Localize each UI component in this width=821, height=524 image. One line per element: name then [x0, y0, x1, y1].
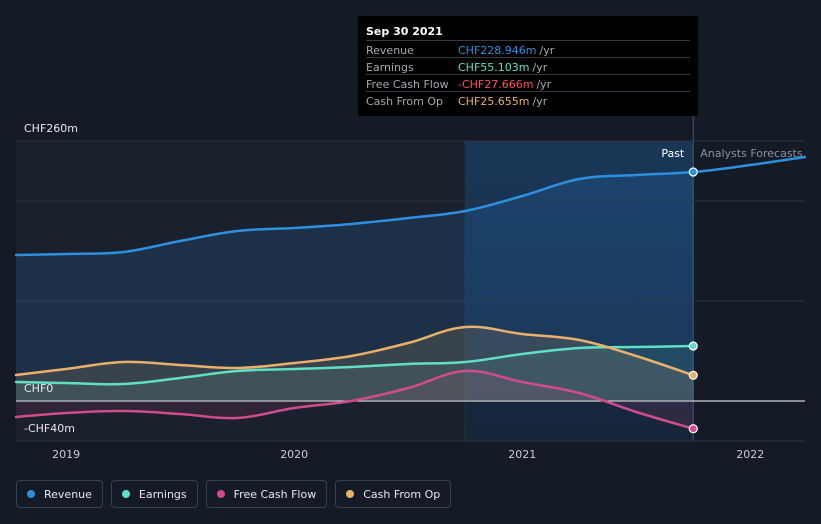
highlight-region	[465, 141, 694, 441]
x-tick-label: 2021	[508, 448, 536, 461]
tooltip-value: CHF25.655m/yr	[458, 95, 548, 108]
legend-item-cash-from-op[interactable]: Cash From Op	[335, 480, 452, 508]
series-line-earnings	[14, 344, 695, 386]
y-tick-label: -CHF40m	[24, 422, 75, 435]
tooltip-label: Revenue	[366, 44, 414, 57]
legend-label: Free Cash Flow	[233, 487, 317, 501]
legend-dot-icon	[121, 490, 130, 498]
legend-label: Revenue	[44, 487, 92, 501]
series-area-earnings	[16, 346, 694, 401]
series-line-cash-from-op	[14, 325, 695, 377]
x-tick-label: 2020	[280, 448, 308, 461]
series-point-earnings	[688, 341, 698, 351]
legend-label: Earnings	[138, 487, 187, 501]
tooltip-row-cash-from-op: Cash From Op CHF25.655m/yr	[366, 91, 690, 109]
series-line-free-cash-flow	[14, 369, 695, 430]
legend-item-free-cash-flow[interactable]: Free Cash Flow	[205, 480, 328, 508]
y-tick-label: CHF0	[24, 382, 53, 395]
x-tick-label: 2019	[52, 448, 80, 461]
legend-label: Cash From Op	[363, 487, 441, 501]
series-point-free-cash-flow	[688, 424, 698, 434]
series-area-revenue	[16, 172, 694, 401]
tooltip-value: -CHF27.666m/yr	[458, 78, 552, 91]
series-point-revenue	[688, 167, 698, 177]
series-point-cash-from-op	[688, 370, 698, 380]
tooltip-row-earnings: Earnings CHF55.103m/yr	[366, 57, 690, 75]
x-tick-label: 2022	[736, 448, 764, 461]
forecast-label: Analysts Forecasts	[700, 147, 803, 160]
tooltip-row-free-cash-flow: Free Cash Flow -CHF27.666m/yr	[366, 74, 690, 92]
y-tick-label: CHF260m	[24, 122, 78, 135]
legend: Revenue Earnings Free Cash Flow Cash Fro…	[16, 480, 452, 508]
legend-item-earnings[interactable]: Earnings	[110, 480, 198, 508]
legend-item-revenue[interactable]: Revenue	[16, 480, 103, 508]
series-line-revenue	[14, 155, 807, 257]
tooltip-row-revenue: Revenue CHF228.946m/yr	[366, 40, 690, 58]
legend-dot-icon	[216, 490, 225, 498]
tooltip-label: Earnings	[366, 61, 414, 74]
legend-dot-icon	[346, 490, 355, 498]
legend-dot-icon	[27, 490, 35, 498]
tooltip-value: CHF55.103m/yr	[458, 61, 548, 74]
tooltip-label: Free Cash Flow	[366, 78, 449, 91]
past-label: Past	[661, 147, 685, 160]
tooltip-date: Sep 30 2021	[366, 25, 443, 38]
tooltip-label: Cash From Op	[366, 95, 444, 108]
tooltip: Sep 30 2021 Revenue CHF228.946m/yr Earni…	[358, 16, 698, 116]
tooltip-value: CHF228.946m/yr	[458, 44, 555, 57]
